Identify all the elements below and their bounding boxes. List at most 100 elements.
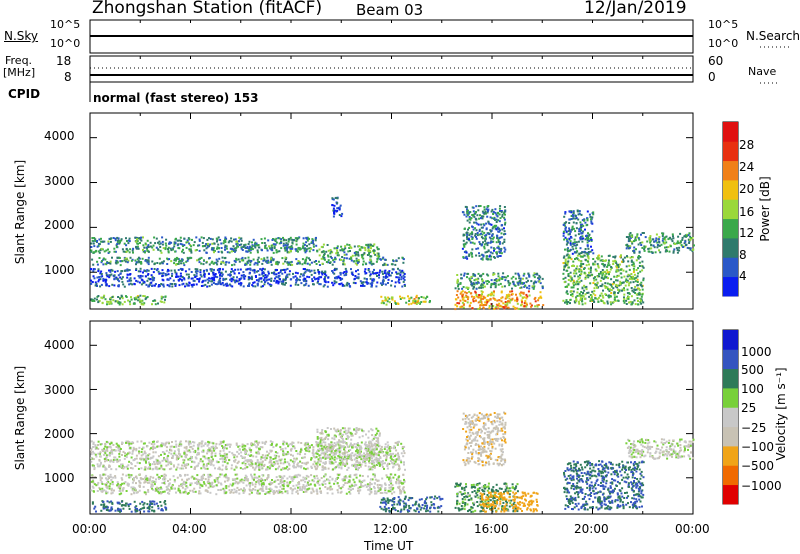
power-echo-cell	[574, 230, 577, 233]
power-echo-cell	[460, 273, 463, 276]
power-echo-cell	[658, 236, 661, 239]
velocity-echo-cell	[354, 465, 356, 468]
velocity-echo-cell	[394, 441, 397, 444]
power-echo-cell	[665, 241, 668, 244]
velocity-echo-cell	[394, 460, 397, 463]
velocity-echo-cell	[233, 459, 235, 462]
power-echo-cell	[284, 260, 286, 263]
power-echo-cell	[420, 296, 423, 298]
velocity-echo-cell	[225, 459, 227, 462]
velocity-echo-cell	[92, 441, 95, 444]
power-echo-cell	[464, 205, 467, 208]
power-echo-cell	[474, 234, 477, 237]
power-echo-cell	[345, 269, 348, 272]
power-echo-cell	[460, 277, 463, 280]
power-echo-cell	[462, 239, 465, 242]
power-echo-cell	[474, 299, 477, 302]
power-echo-cell	[228, 261, 231, 264]
power-echo-cell	[291, 263, 294, 266]
power-echo-cell	[126, 249, 129, 252]
velocity-echo-cell	[97, 465, 100, 468]
power-echo-cell	[145, 296, 148, 299]
power-echo-cell	[662, 237, 665, 240]
power-echo-cell	[310, 247, 313, 250]
power-echo-cell	[353, 260, 356, 263]
power-echo-cell	[147, 285, 150, 288]
power-echo-cell	[282, 280, 285, 283]
power-echo-cell	[240, 247, 243, 250]
velocity-echo-cell	[182, 458, 185, 461]
power-echo-cell	[500, 232, 503, 235]
power-echo-cell	[291, 238, 294, 241]
power-echo-cell	[248, 283, 250, 286]
velocity-echo-cell	[229, 443, 232, 446]
power-echo-cell	[612, 281, 615, 284]
velocity-echo-cell	[214, 454, 217, 457]
power-echo-cell	[498, 207, 501, 210]
velocity-echo-cell	[118, 449, 121, 451]
power-echo-cell	[289, 261, 292, 264]
power-echo-cell	[399, 298, 402, 300]
power-echo-cell	[218, 247, 220, 250]
velocity-echo-cell	[389, 448, 392, 451]
power-echo-cell	[476, 232, 479, 234]
power-echo-cell	[304, 283, 307, 286]
power-echo-cell	[111, 269, 114, 272]
power-echo-cell	[285, 239, 288, 242]
power-echo-cell	[463, 251, 466, 253]
power-echo-cell	[306, 244, 308, 247]
velocity-echo-cell	[392, 466, 394, 469]
velocity-echo-cell	[99, 452, 101, 455]
velocity-echo-cell	[97, 452, 100, 455]
velocity-echo-cell	[143, 450, 146, 453]
velocity-echo-cell	[324, 457, 327, 460]
power-echo-cell	[498, 237, 501, 240]
power-echo-cell	[640, 244, 643, 246]
power-echo-cell	[256, 262, 259, 265]
power-echo-cell	[636, 278, 639, 281]
power-echo-cell	[368, 261, 371, 264]
power-echo-cell	[242, 259, 245, 262]
power-echo-cell	[399, 271, 402, 274]
power-echo-cell	[135, 296, 138, 299]
power-echo-cell	[467, 238, 470, 241]
power-echo-cell	[471, 255, 474, 258]
power-echo-cell	[301, 258, 304, 261]
power-echo-cell	[289, 247, 292, 250]
power-echo-cell	[339, 273, 342, 276]
velocity-echo-cell	[185, 445, 188, 448]
velocity-echo-cell	[153, 440, 155, 443]
power-echo-cell	[401, 296, 404, 299]
power-echo-cell	[159, 272, 162, 275]
power-echo-cell	[257, 280, 260, 283]
power-echo-cell	[484, 237, 487, 240]
power-echo-cell	[472, 273, 475, 275]
power-echo-cell	[640, 299, 642, 302]
power-echo-cell	[151, 260, 154, 263]
power-echo-cell	[318, 254, 321, 257]
power-echo-cell	[260, 258, 263, 261]
velocity-echo-cell	[162, 442, 165, 445]
power-echo-cell	[288, 251, 291, 254]
power-echo-cell	[470, 235, 473, 238]
power-echo-cell	[113, 274, 116, 277]
power-echo-cell	[504, 304, 507, 307]
power-echo-cell	[280, 269, 282, 272]
power-echo-cell	[237, 245, 240, 248]
velocity-echo-cell	[173, 452, 176, 455]
velocity-echo-cell	[129, 446, 132, 449]
power-echo-cell	[194, 276, 197, 279]
power-echo-cell	[175, 273, 178, 276]
power-echo-cell	[164, 273, 167, 275]
power-echo-cell	[245, 263, 248, 266]
power-echo-cell	[202, 270, 205, 273]
power-echo-cell	[196, 278, 199, 281]
power-echo-cell	[109, 298, 112, 301]
power-echo-cell	[195, 249, 198, 251]
power-echo-cell	[569, 210, 572, 213]
power-echo-cell	[525, 297, 528, 300]
power-echo-cell	[140, 283, 143, 286]
power-echo-cell	[459, 292, 462, 295]
power-echo-cell	[400, 278, 403, 281]
power-echo-cell	[575, 272, 578, 275]
